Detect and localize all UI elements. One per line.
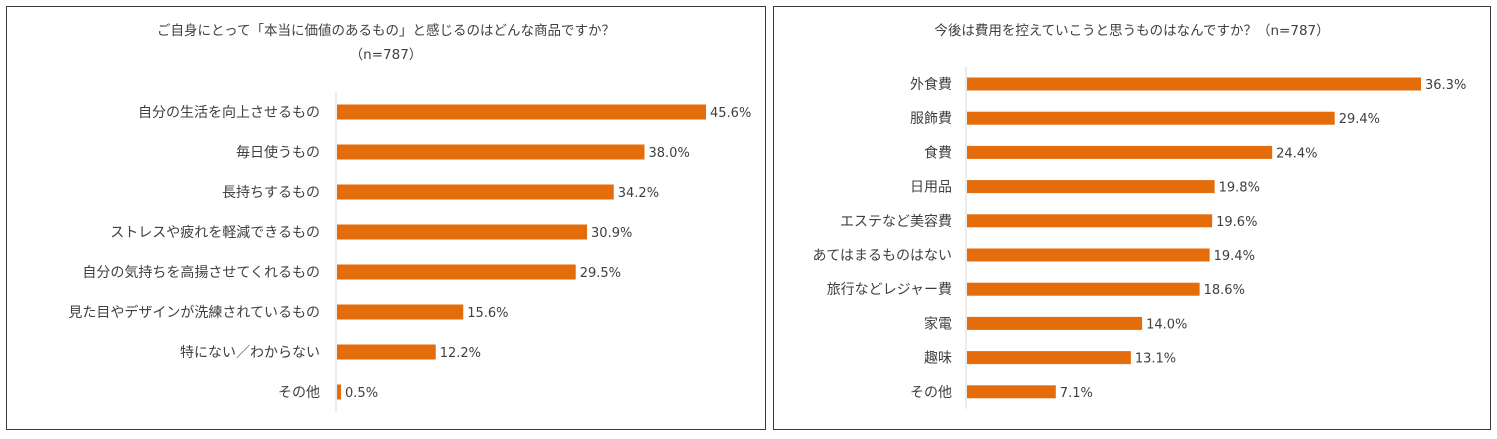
bar [967,180,1215,194]
bar [967,145,1273,159]
chart-right-title: 今後は費用を控えていこうと思うものはなんですか？（n=787） [934,23,1330,39]
bar [967,351,1131,365]
category-label: 家電 [924,315,952,332]
category-label: ストレスや疲れを軽減できるもの [110,224,320,241]
data-label: 38.0% [649,146,690,161]
data-label: 45.6% [710,106,751,121]
category-label: あてはまるものはない [813,248,952,264]
data-label: 18.6% [1204,283,1245,298]
data-label: 34.2% [618,186,659,201]
data-label: 30.9% [591,226,632,241]
chart-left-title: ご自身にとって「本当に価値のあるもの」と感じるのはどんな商品ですか？ [157,23,615,39]
bar [967,385,1056,399]
category-label: 長持ちするもの [222,185,320,201]
bar [337,104,706,120]
data-label: 13.1% [1135,352,1176,367]
chart-left-plot: 自分の生活を向上させるもの 45.6% 毎日使うもの 38.0% 長持ちするもの 34.2… [68,92,751,412]
category-label: 自分の生活を向上させるもの [138,105,320,121]
chart-left: ご自身にとって「本当に価値のあるもの」と感じるのはどんな商品ですか？ （n=78… [6,6,766,430]
bar [967,111,1335,125]
data-label: 29.5% [580,266,621,281]
category-label: 毎日使うもの [236,144,320,161]
data-label: 19.6% [1216,215,1257,230]
bar [337,384,342,400]
data-label: 29.4% [1339,112,1380,127]
bar [967,248,1210,262]
bar [337,344,436,360]
category-label: その他 [910,385,952,401]
bar [967,316,1143,330]
category-label: 趣味 [924,351,952,367]
category-label: 食費 [924,144,952,161]
bar [337,264,576,280]
category-label: 日用品 [910,180,952,196]
bar [967,214,1213,228]
bar [337,304,464,320]
category-label: 外食費 [910,76,952,93]
bar [337,184,614,200]
chart-right: 今後は費用を控えていこうと思うものはなんですか？（n=787） 外食費 36.3%… [773,6,1491,430]
data-label: 24.4% [1276,146,1317,161]
data-label: 14.0% [1146,317,1187,332]
category-label: その他 [278,385,320,401]
data-label: 19.4% [1214,249,1255,264]
category-label: 服飾費 [910,111,952,127]
category-label: 旅行などレジャー費 [827,282,952,298]
category-label: エステなど美容費 [840,213,952,230]
chart-left-subtitle: （n=787） [349,47,423,63]
data-label: 15.6% [467,306,508,321]
category-label: 特にない／わからない [180,345,320,361]
bar [337,144,645,160]
data-label: 12.2% [440,346,481,361]
bar [337,224,588,240]
bar [967,77,1421,91]
data-label: 0.5% [345,386,378,401]
data-label: 36.3% [1425,78,1466,93]
category-label: 見た目やデザインが洗練されているもの [68,304,320,321]
bar [967,282,1200,296]
chart-right-plot: 外食費 36.3% 服飾費 29.4% 食費 24.4% 日用品 19.8% エステなど美容費 1… [813,66,1466,409]
category-label: 自分の気持ちを高揚させてくれるもの [82,264,320,281]
data-label: 7.1% [1060,386,1093,401]
data-label: 19.8% [1219,181,1260,196]
